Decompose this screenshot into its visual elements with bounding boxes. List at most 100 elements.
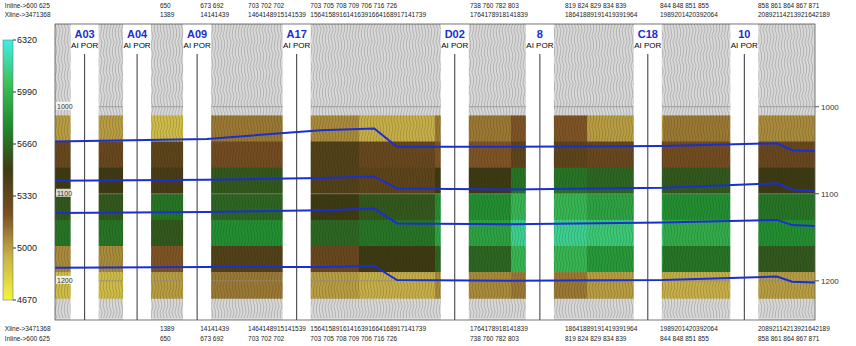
header-label: 819 824 829 834 839 [565, 335, 627, 342]
wiggle [586, 24, 588, 318]
wiggle [337, 24, 339, 318]
wiggle [475, 24, 477, 318]
header-label: 703 702 702 [248, 2, 285, 9]
wiggle [715, 24, 717, 318]
wiggle [265, 24, 267, 318]
wiggle [352, 24, 354, 318]
wiggle [412, 24, 414, 318]
wiggle [118, 24, 120, 318]
wiggle [244, 24, 246, 318]
wiggle [349, 24, 351, 318]
colorbar-tick [13, 92, 16, 93]
well-strip [71, 24, 99, 320]
well-log-axis [296, 54, 297, 320]
tick-label: 1100 [821, 190, 839, 199]
well-name: A09 [187, 28, 207, 40]
well-name: A03 [75, 28, 95, 40]
wiggle [271, 24, 273, 318]
well-strip [283, 24, 311, 320]
wiggle [316, 24, 318, 318]
wiggle [262, 24, 264, 318]
wiggle [514, 24, 516, 318]
wiggle [436, 24, 438, 318]
wiggle [613, 24, 615, 318]
wiggle [250, 24, 252, 318]
wiggle [154, 24, 156, 318]
wiggle [259, 24, 261, 318]
well-logs: AI POR [731, 41, 758, 50]
wiggle [712, 24, 714, 318]
tick-label: 1000 [821, 103, 839, 112]
wiggle [505, 24, 507, 318]
section-background [55, 24, 815, 320]
wiggle [571, 24, 573, 318]
wiggle [631, 24, 633, 318]
wiggle [676, 24, 678, 318]
wiggle [319, 24, 321, 318]
wiggle [760, 24, 762, 318]
header-label: 858 861 864 867 871 [758, 2, 820, 9]
wiggle [160, 24, 162, 318]
wiggle [229, 24, 231, 318]
wiggle [604, 24, 606, 318]
wiggle [328, 24, 330, 318]
header-label: 858 861 864 867 871 [758, 335, 820, 342]
wiggle [151, 24, 153, 318]
wiggle [109, 24, 111, 318]
wiggle [424, 24, 426, 318]
wiggle [61, 24, 63, 318]
header-label: 703 705 708 709 706 716 726 [310, 2, 397, 9]
wiggle [679, 24, 681, 318]
wiggle [376, 24, 378, 318]
header-label: 844 848 851 855 [660, 2, 709, 9]
wiggle [472, 24, 474, 318]
header-label: 703 705 708 709 706 716 726 [310, 335, 397, 342]
well-logs: AI POR [184, 41, 211, 50]
header-label: 650 [160, 2, 171, 9]
wiggle [673, 24, 675, 318]
wiggle [616, 24, 618, 318]
wiggle [100, 24, 102, 318]
wiggle [592, 24, 594, 318]
wiggle [811, 24, 813, 318]
wiggle [67, 24, 69, 318]
header-label: 738 760 782 803 [470, 2, 519, 9]
wiggle [469, 24, 471, 318]
wiggle-traces [55, 24, 813, 318]
well-name: 10 [738, 28, 750, 40]
header-label: 1389 [160, 325, 175, 332]
wiggle [523, 24, 525, 318]
header-label: 20892114213921642189 [758, 11, 830, 18]
header-label: 18641889191419391964 [565, 325, 638, 332]
wiggle [220, 24, 222, 318]
wiggle [214, 24, 216, 318]
header-label: 673 692 [200, 2, 224, 9]
well-log-axis [137, 54, 138, 320]
wiggle [478, 24, 480, 318]
wiggle [601, 24, 603, 318]
wiggle [805, 24, 807, 318]
wiggle [415, 24, 417, 318]
header-label: 14141439 [200, 11, 229, 18]
wiggle [331, 24, 333, 318]
wiggle [235, 24, 237, 318]
wiggle [499, 24, 501, 318]
wiggle [610, 24, 612, 318]
wiggle [367, 24, 369, 318]
wiggle [562, 24, 564, 318]
well-strip [730, 24, 758, 320]
wiggle [322, 24, 324, 318]
well-name: A04 [127, 28, 148, 40]
wiggle [481, 24, 483, 318]
horizon [55, 209, 815, 226]
well-strip [123, 24, 151, 320]
wiggle [280, 24, 282, 318]
wiggle [247, 24, 249, 318]
wiggle [217, 24, 219, 318]
horizon [55, 266, 815, 283]
wiggle [781, 24, 783, 318]
wiggle [406, 24, 408, 318]
colorbar-tick [13, 196, 16, 197]
wiggle [121, 24, 123, 318]
wiggle [718, 24, 720, 318]
